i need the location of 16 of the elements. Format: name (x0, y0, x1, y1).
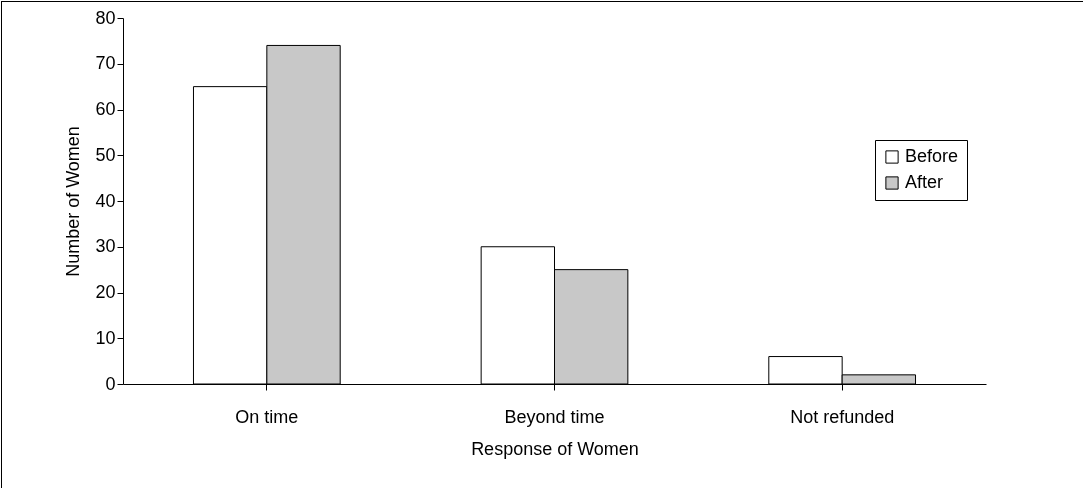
y-tick-label: 50 (95, 144, 116, 165)
y-tick-label: 20 (95, 282, 116, 302)
y-tick-label: 30 (95, 236, 116, 257)
x-tick-label: Not refunded (790, 406, 895, 427)
y-tick-label: 60 (95, 99, 116, 119)
y-tick-label: 0 (105, 373, 116, 394)
y-tick-label: 10 (95, 327, 116, 348)
x-tick-label: Beyond time (504, 406, 605, 427)
y-tick-label: 40 (95, 190, 116, 211)
y-tick-label: 70 (95, 53, 116, 74)
y-tick-label: 80 (95, 7, 116, 28)
x-axis-title: Response of Women (471, 438, 639, 459)
legend-label: Before (905, 146, 959, 166)
y-axis-title: Number of Women (63, 126, 84, 277)
x-tick-label: On time (235, 406, 299, 427)
legend-label: After (905, 172, 944, 192)
